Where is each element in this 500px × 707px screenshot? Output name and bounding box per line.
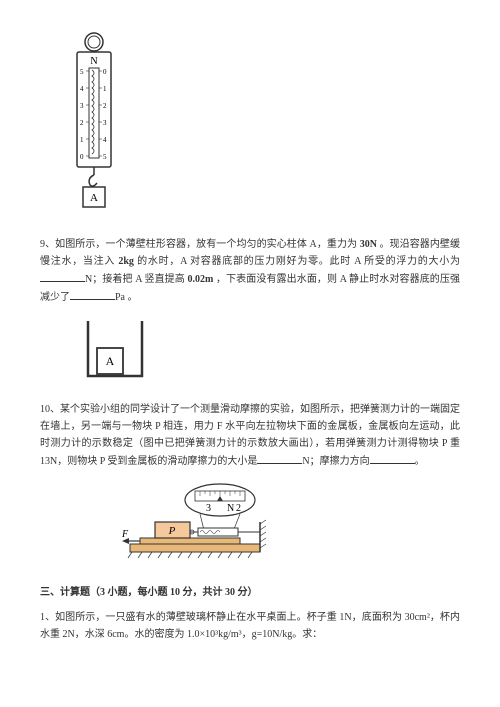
svg-text:5: 5 (103, 153, 107, 161)
container-svg: A (80, 318, 150, 383)
spring-scale-svg: N 0 1 2 3 4 5 5 4 3 2 1 0 A (65, 30, 123, 210)
q10-p2: 。 (415, 456, 425, 467)
meter-n: N (227, 503, 234, 514)
spring-meter-svg: 3 N 2 P (120, 482, 280, 560)
q10-blank-2 (370, 452, 415, 464)
section-3-title: 三、计算题（3 小题，每小题 10 分，共计 30 分） (40, 584, 460, 601)
meter-3: 3 (206, 503, 211, 514)
q9-p5: N；接着把 A 竖直提高 (85, 274, 188, 285)
q9-p4: 的水时，A 对容器底部的压力刚好为零。此时 A 所受的浮力的大小为 (134, 256, 460, 267)
svg-text:4: 4 (80, 85, 84, 93)
box-a-label: A (90, 192, 98, 204)
container-a-label: A (106, 354, 115, 368)
question-9-text: 9、如图所示，一个薄壁柱形容器，放有一个均匀的实心柱体 A，重力为 30N 。现… (40, 236, 460, 306)
q9-p8: Pa 。 (115, 292, 138, 303)
q9-p1: 30N (360, 239, 377, 250)
svg-text:3: 3 (80, 102, 84, 110)
svg-text:0: 0 (80, 153, 84, 161)
q10-p1: N；摩擦力方向 (302, 456, 369, 467)
svg-text:5: 5 (80, 68, 84, 76)
question-3-1-text: 1、如图所示，一只盛有水的薄壁玻璃杯静止在水平桌面上。杯子重 1N，底面积为 3… (40, 609, 460, 643)
scale-n-label: N (90, 56, 97, 67)
svg-text:2: 2 (103, 102, 107, 110)
container-figure: A (80, 318, 460, 389)
svg-text:1: 1 (80, 136, 84, 144)
q31-p0: 1、如图所示，一只盛有水的薄壁玻璃杯静止在水平桌面上。杯子重 1N，底面积为 3… (40, 612, 460, 640)
q9-blank-2 (70, 288, 115, 300)
block-p-label: P (168, 525, 176, 537)
meter-2: 2 (236, 503, 241, 514)
q9-p6: 0.02m (188, 274, 214, 285)
svg-text:2: 2 (80, 119, 84, 127)
svg-text:4: 4 (103, 136, 107, 144)
svg-text:3: 3 (103, 119, 107, 127)
svg-text:0: 0 (103, 68, 107, 76)
question-10-text: 10、某个实验小组的同学设计了一个测量滑动摩擦的实验，如图所示，把弹簧测力计的一… (40, 401, 460, 470)
spring-scale-figure: N 0 1 2 3 4 5 5 4 3 2 1 0 A (65, 30, 460, 216)
force-f-label: F (121, 529, 129, 540)
q9-p3: 2kg (118, 256, 134, 267)
q9-p0: 9、如图所示，一个薄壁柱形容器，放有一个均匀的实心柱体 A，重力为 (40, 239, 360, 250)
q10-blank-1 (257, 452, 302, 464)
spring-meter-figure: 3 N 2 P (120, 482, 460, 566)
q9-blank-1 (40, 270, 85, 282)
svg-text:1: 1 (103, 85, 107, 93)
